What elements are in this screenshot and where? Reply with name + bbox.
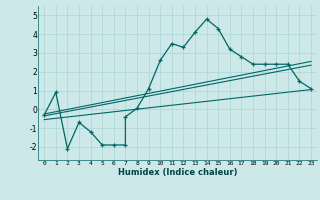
X-axis label: Humidex (Indice chaleur): Humidex (Indice chaleur) [118, 168, 237, 177]
